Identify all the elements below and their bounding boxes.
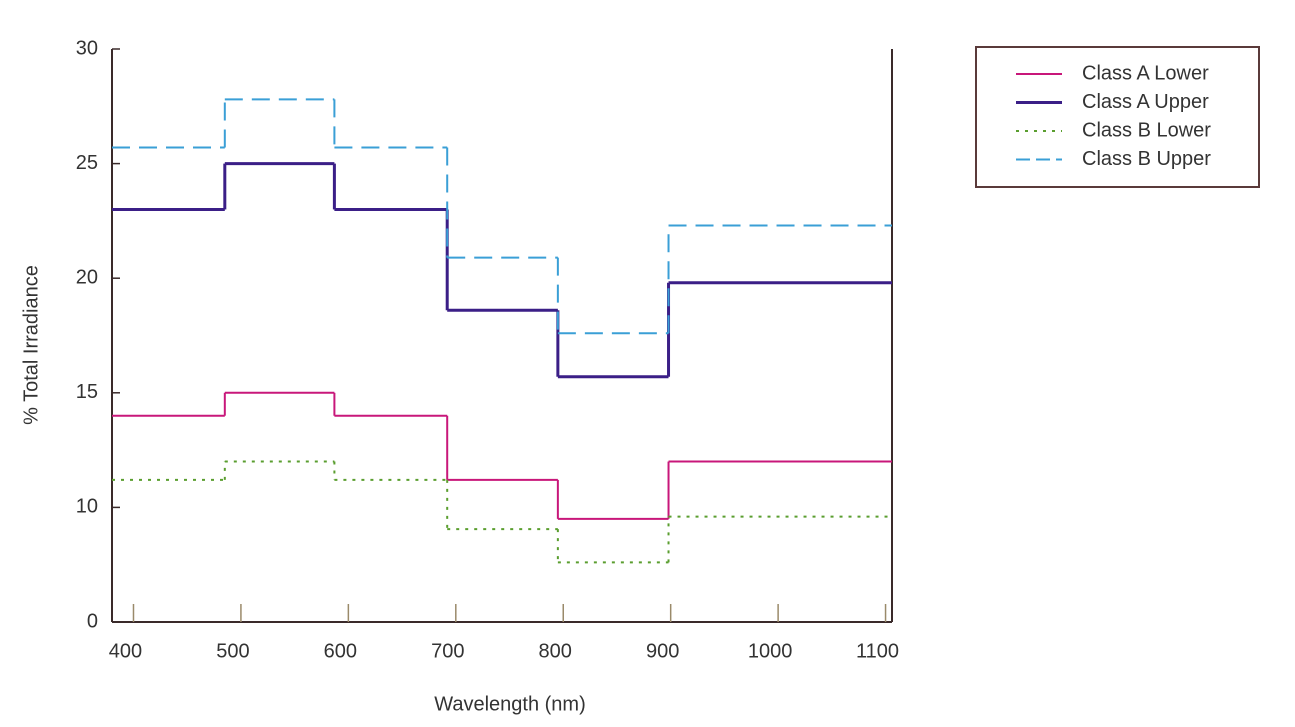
legend-label: Class B Lower (1082, 119, 1211, 141)
x-tick-label: 900 (646, 640, 679, 662)
x-tick-label: 1000 (748, 640, 793, 662)
legend-label: Class A Lower (1082, 62, 1209, 84)
x-tick-label: 1100 (856, 640, 899, 662)
legend-box (975, 46, 1260, 188)
x-tick-label: 700 (431, 640, 464, 662)
x-axis-label: Wavelength (nm) (434, 693, 586, 715)
y-tick-label: 25 (76, 152, 98, 174)
y-tick-label: 20 (76, 266, 98, 288)
x-tick-label: 500 (216, 640, 249, 662)
x-tick-label: 800 (539, 640, 572, 662)
y-axis-label: % Total Irradiance (20, 265, 42, 425)
y-tick-label: 15 (76, 381, 98, 403)
legend-label: Class A Upper (1082, 91, 1209, 113)
legend-label: Class B Upper (1082, 148, 1211, 170)
x-tick-label: 400 (109, 640, 142, 662)
y-tick-label: 30 (76, 37, 98, 59)
y-tick-label: 10 (76, 496, 98, 518)
x-tick-label: 600 (324, 640, 357, 662)
y-tick-label: 0 (87, 610, 98, 632)
